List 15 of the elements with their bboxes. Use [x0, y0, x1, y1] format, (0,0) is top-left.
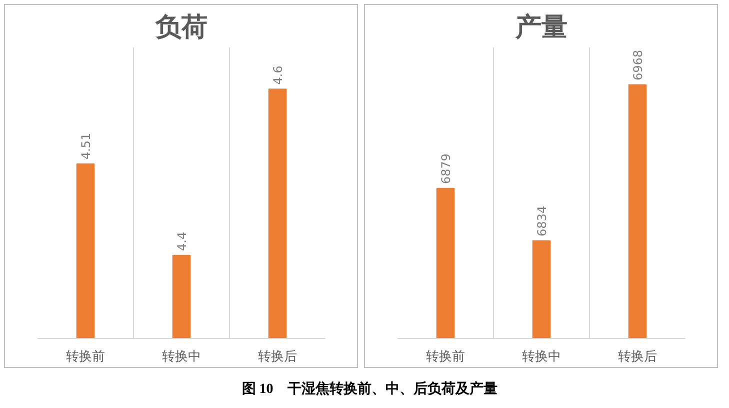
chart-title: 产量 — [514, 12, 568, 42]
data-label: 4.6 — [271, 66, 285, 85]
data-label: 6879 — [439, 153, 453, 184]
x-tick-label: 转换中 — [522, 350, 561, 364]
x-tick-label: 转换前 — [66, 350, 105, 364]
data-label: 6834 — [535, 206, 549, 236]
chart-title: 负荷 — [154, 12, 208, 42]
caption: 图 10 干湿焦转换前、中、后负荷及产量 — [242, 380, 498, 399]
data-label: 6968 — [631, 50, 645, 80]
x-tick-label: 转换前 — [426, 350, 465, 364]
x-tick-label: 转换中 — [162, 350, 201, 364]
x-tick-label: 转换后 — [258, 350, 297, 364]
data-label: 4.4 — [175, 232, 189, 251]
x-tick-label: 转换后 — [618, 350, 657, 364]
data-label: 4.51 — [79, 132, 93, 160]
